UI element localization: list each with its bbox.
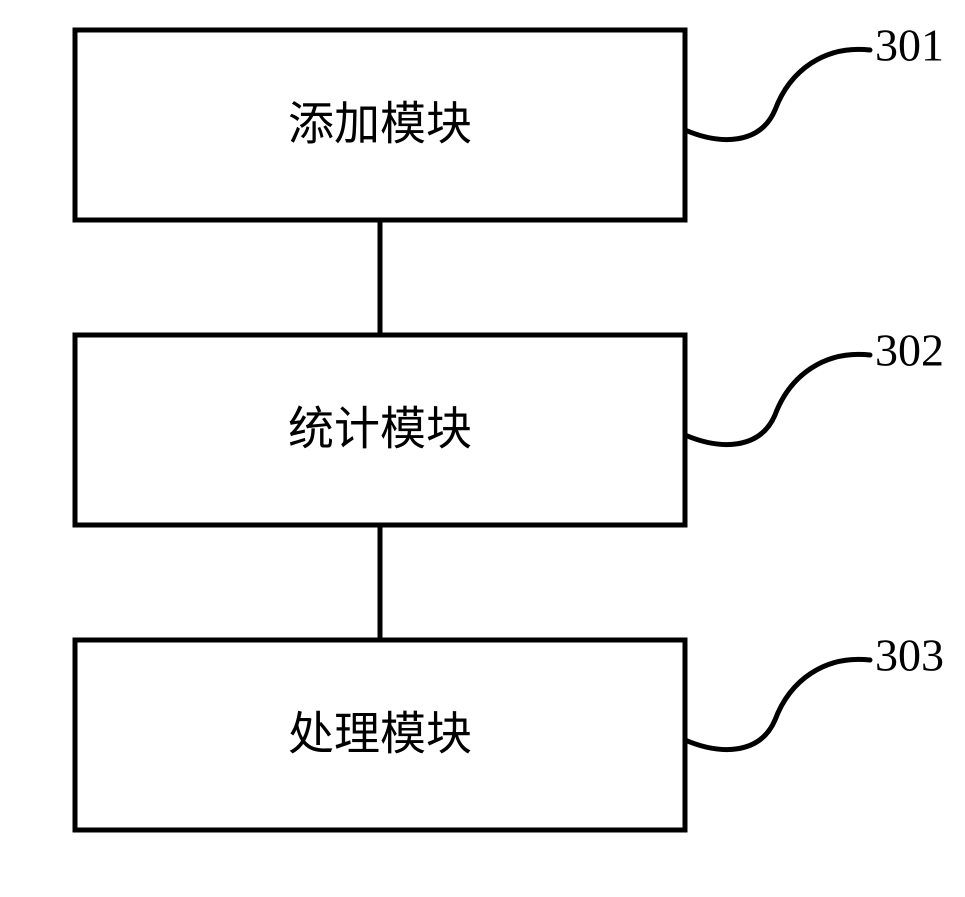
module-label: 统计模块 [288,404,472,455]
flowchart-diagram: 添加模块统计模块处理模块 301 302 303 [0,0,965,897]
module-label: 添加模块 [288,99,472,150]
reference-number: 302 [875,325,944,376]
reference-number: 303 [875,630,944,681]
module-label: 处理模块 [288,709,472,760]
reference-number: 301 [875,20,944,71]
